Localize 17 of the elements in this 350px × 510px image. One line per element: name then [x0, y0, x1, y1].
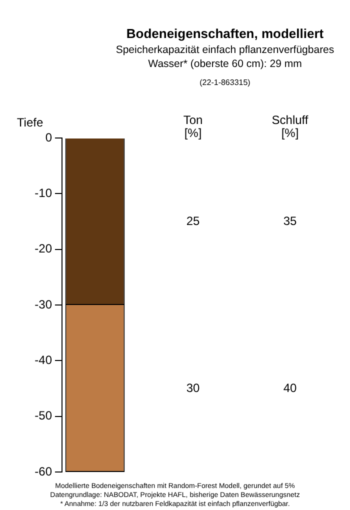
y-tick-label: -20: [34, 242, 52, 256]
text: Speicherkapazität einfach pflanzenverfügbares Wasser* (oberste 60 cm): 29 mm: [114, 43, 336, 71]
y-tick-label: -40: [34, 352, 52, 367]
text: (22-1-863315): [198, 78, 252, 87]
y-tick-label: -50: [34, 408, 52, 423]
y-tick-label: -60: [34, 464, 52, 478]
text: 30: [186, 380, 200, 395]
y-tick-label: -10: [34, 186, 52, 200]
y-tick-label: 0: [45, 130, 52, 144]
text: 35: [283, 214, 297, 228]
text: 25: [186, 214, 200, 228]
y-axis-title: Tiefe: [16, 115, 44, 130]
text: 40: [283, 380, 297, 395]
text: Bodeneigenschaften, modelliert: [125, 26, 325, 41]
y-tick-label: -30: [34, 297, 52, 312]
text: Ton [%]: [182, 113, 204, 140]
text: Schluff [%]: [270, 113, 310, 140]
